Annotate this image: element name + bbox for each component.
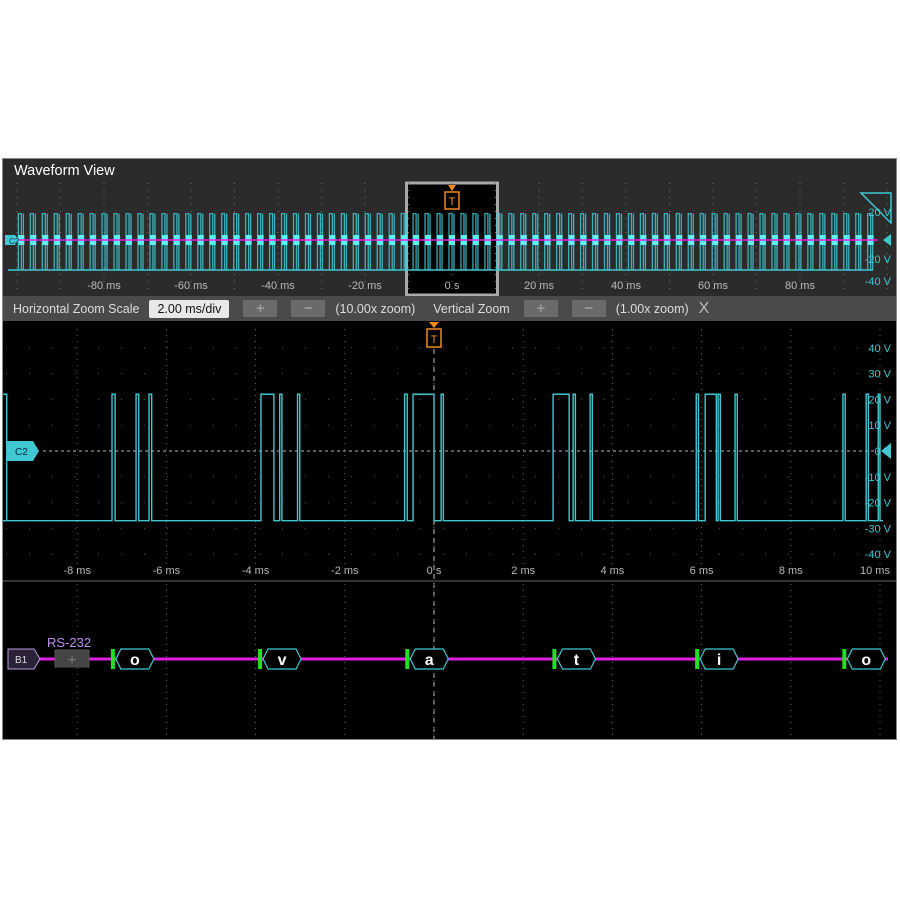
packet-start-marker <box>405 649 410 669</box>
v-zoom-out-button[interactable]: − <box>571 300 606 317</box>
x-tick-label: 4 ms <box>600 565 624 577</box>
overview-x-tick: -80 ms <box>87 280 121 292</box>
x-tick-label: -2 ms <box>331 565 359 577</box>
bus-protocol-label: RS-232 <box>47 635 91 650</box>
y-tick-label: -10 V <box>865 472 892 484</box>
horizontal-zoom-factor: (10.00x zoom) <box>335 301 416 316</box>
h-zoom-in-button[interactable]: + <box>243 300 278 317</box>
bus-packet-text: a <box>425 652 434 669</box>
trigger-label: T <box>431 334 438 346</box>
x-tick-label: -6 ms <box>153 565 181 577</box>
bus-packet[interactable] <box>846 648 886 670</box>
add-bus-icon: + <box>67 652 76 669</box>
x-tick-label: 6 ms <box>690 565 714 577</box>
overview-y-tick: -40 V <box>865 276 892 288</box>
waveform-canvas[interactable]: Waveform View -80 ms -60 ms -40 ms -20 ms 0 … <box>3 159 896 739</box>
close-zoom-icon[interactable]: X <box>698 299 710 317</box>
x-tick-label: 8 ms <box>779 565 803 577</box>
bus-packet-text: o <box>130 652 140 669</box>
trigger-icon[interactable] <box>426 328 442 348</box>
packet-start-marker <box>552 649 557 669</box>
trigger-arrow-icon <box>429 322 439 328</box>
window-title: Waveform View <box>14 163 115 179</box>
bus-packet[interactable] <box>556 648 597 670</box>
channel-c2-marker[interactable] <box>7 441 39 461</box>
overview-trigger-label: T <box>449 196 456 208</box>
packet-start-marker <box>842 649 847 669</box>
bus-packet[interactable] <box>409 648 449 670</box>
y-tick-label: -40 V <box>865 549 892 561</box>
overview-x-tick: 40 ms <box>611 280 641 292</box>
vertical-zoom-label: Vertical Zoom <box>433 301 510 316</box>
h-zoom-out-button[interactable]: − <box>291 300 326 317</box>
bus-packet[interactable] <box>699 648 739 670</box>
bus-packet-text: o <box>861 652 871 669</box>
y-tick-label: 10 V <box>868 420 891 432</box>
overview-x-tick: -40 ms <box>261 280 295 292</box>
y-tick-label: 20 V <box>868 394 891 406</box>
zoom-toolbar: Horizontal Zoom Scale 2.00 ms/div + − (1… <box>3 296 896 321</box>
horizontal-zoom-scale-field[interactable]: 2.00 ms/div <box>149 299 230 318</box>
overview-y-tick: -20 V <box>865 254 892 266</box>
overview-x-tick: 0 s <box>445 280 460 292</box>
packet-start-marker <box>110 649 115 669</box>
add-bus-button[interactable] <box>54 649 90 668</box>
y-tick-label: 30 V <box>868 369 891 381</box>
x-tick-label: 0 s <box>427 565 442 577</box>
packet-start-marker <box>258 649 263 669</box>
channel-marker-c2[interactable] <box>5 235 19 245</box>
x-tick-label: -4 ms <box>242 565 270 577</box>
v-zoom-in-button[interactable]: + <box>523 300 558 317</box>
channel-2-waveform <box>3 393 883 522</box>
overview-x-tick: -60 ms <box>174 280 208 292</box>
overview-trigger-icon[interactable] <box>444 191 460 210</box>
overview-x-tick: 80 ms <box>785 280 815 292</box>
y-tick-label: 40 V <box>868 343 891 355</box>
bus-packet-text: t <box>574 652 580 669</box>
channel-marker-label: C2 <box>9 237 20 246</box>
bus-packet[interactable] <box>115 648 155 670</box>
overview-level-arrow-icon[interactable] <box>883 234 891 246</box>
bus-packet[interactable] <box>262 648 302 670</box>
overview-x-tick: -20 ms <box>348 280 382 292</box>
x-tick-label: 10 ms <box>860 565 890 577</box>
packet-start-marker <box>695 649 700 669</box>
channel-c2-label: C2 <box>15 447 28 458</box>
overview-x-tick: 60 ms <box>698 280 728 292</box>
level-arrow-icon[interactable] <box>881 443 891 459</box>
vertical-zoom-factor: (1.00x zoom) <box>615 301 689 316</box>
horizontal-zoom-label: Horizontal Zoom Scale <box>13 301 140 316</box>
x-tick-label: -8 ms <box>63 565 91 577</box>
overview-position-icon[interactable] <box>859 192 892 225</box>
bus-b1-label: B1 <box>15 655 28 666</box>
overview-trigger-arrow-icon <box>448 185 456 191</box>
y-tick-label: -30 V <box>865 523 892 535</box>
x-tick-label: 2 ms <box>511 565 535 577</box>
bus-packet-text: i <box>717 652 721 669</box>
waveform-view-window: Waveform View -80 ms -60 ms -40 ms -20 ms 0 … <box>2 158 897 740</box>
bus-b1-marker[interactable] <box>7 648 41 670</box>
overview-x-tick: 20 ms <box>524 280 554 292</box>
bus-packet-text: v <box>278 652 287 669</box>
y-tick-label: -20 V <box>865 498 892 510</box>
